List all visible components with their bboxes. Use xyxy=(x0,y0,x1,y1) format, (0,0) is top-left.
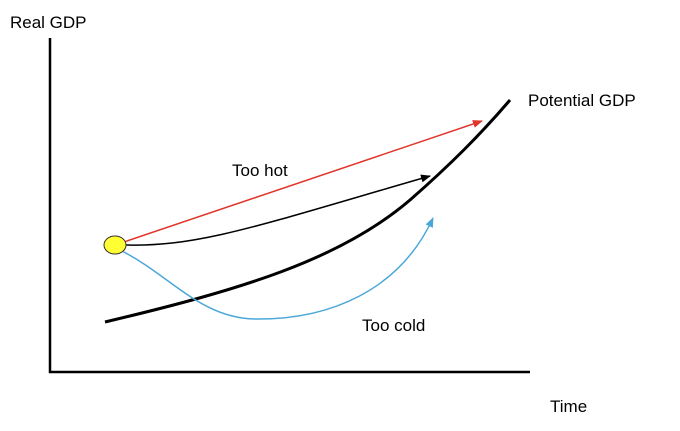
potential-label: Potential GDP xyxy=(528,91,636,110)
too-cold-arrow xyxy=(119,217,434,320)
start-point xyxy=(103,235,127,255)
red-arrow xyxy=(117,120,483,245)
too-cold-label: Too cold xyxy=(362,316,425,335)
y-axis-label: Real GDP xyxy=(10,13,87,32)
too-hot-label: Too hot xyxy=(232,161,288,180)
potential-gdp-curve xyxy=(104,99,512,324)
x-axis-label: Time xyxy=(550,397,587,416)
too-hot-arrow xyxy=(125,174,431,246)
